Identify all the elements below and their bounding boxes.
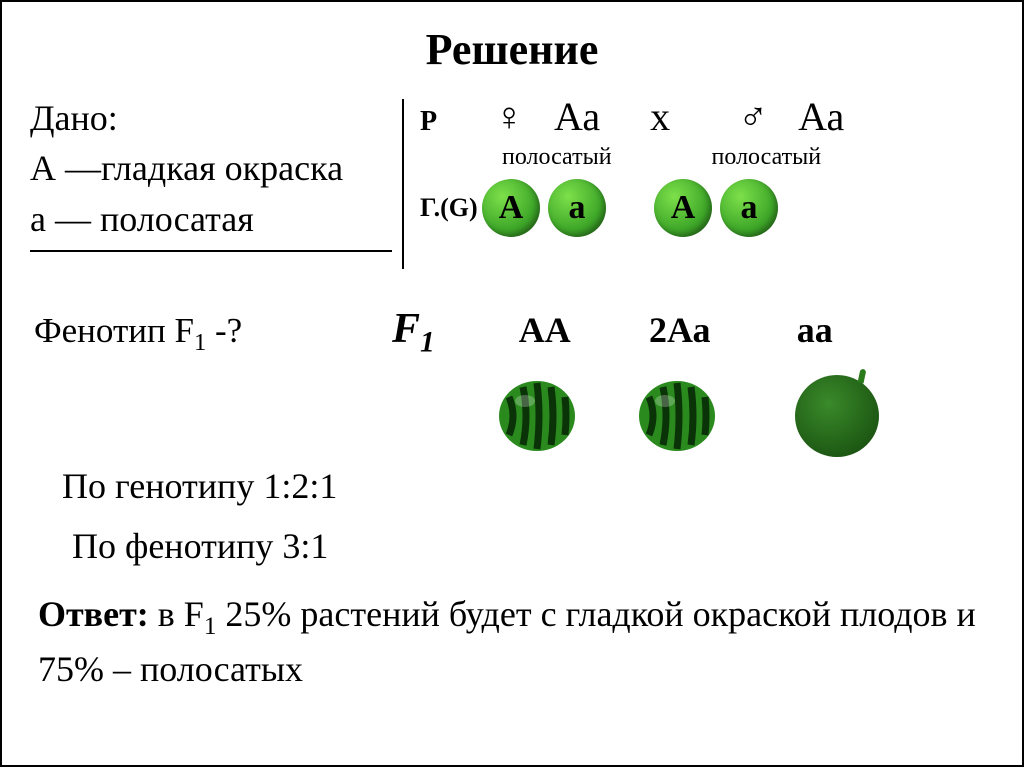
watermelon-striped-icon bbox=[497, 379, 577, 453]
parent-cross-text: ♀ Аа х ♂ Аа bbox=[460, 93, 844, 140]
given-block: Дано: А —гладкая окраска а — полосатая bbox=[30, 93, 410, 252]
ratio-genotype: По генотипу 1:2:1 bbox=[62, 465, 337, 507]
f1-label-prefix: F bbox=[392, 306, 420, 352]
f1-block: F1 АА 2Аа аа bbox=[392, 305, 875, 359]
vertical-divider bbox=[402, 99, 404, 269]
cross-symbol: х bbox=[650, 94, 670, 139]
male-symbol: ♂ bbox=[738, 94, 768, 139]
phenotype-icons bbox=[497, 375, 879, 457]
male-phenotype: полосатый bbox=[712, 144, 822, 171]
gamete-label: Г.(G) bbox=[420, 193, 482, 223]
parent-phenotype-row: полосатый полосатый bbox=[420, 144, 1000, 171]
answer-block: Ответ: в F1 25% растений будет с гладкой… bbox=[38, 589, 988, 695]
question-prefix: Фенотип F bbox=[34, 311, 194, 350]
given-header: Дано: bbox=[30, 93, 410, 143]
question-row: Фенотип F1 -? bbox=[34, 311, 242, 357]
f1-genotype-1: АА bbox=[485, 309, 605, 351]
gamete-row: Г.(G) А а А а bbox=[420, 179, 1000, 237]
f1-genotype-2: 2Аа bbox=[605, 309, 755, 351]
gamete-female-A: А bbox=[482, 179, 540, 237]
female-phenotype: полосатый bbox=[502, 144, 612, 171]
cross-block: Р ♀ Аа х ♂ Аа полосатый полосатый Г.(G) … bbox=[420, 93, 1000, 237]
watermelon-striped-icon bbox=[637, 379, 717, 453]
f1-label-sub: 1 bbox=[420, 326, 435, 358]
gamete-female-a: а bbox=[548, 179, 606, 237]
parent-row: Р ♀ Аа х ♂ Аа bbox=[420, 93, 1000, 140]
f1-genotype-3: аа bbox=[755, 309, 875, 351]
gamete-male-A: А bbox=[654, 179, 712, 237]
male-genotype: Аа bbox=[798, 94, 844, 139]
female-genotype: Аа bbox=[554, 94, 600, 139]
allele-dominant: А —гладкая окраска bbox=[30, 143, 410, 193]
answer-prefix: в F bbox=[149, 594, 204, 634]
watermelon-plain-icon bbox=[795, 375, 879, 457]
slide-title: Решение bbox=[2, 24, 1022, 75]
female-symbol: ♀ bbox=[494, 94, 524, 139]
p-label: Р bbox=[420, 106, 460, 138]
gamete-male-a: а bbox=[720, 179, 778, 237]
f1-label: F1 bbox=[392, 305, 435, 359]
given-divider bbox=[30, 250, 392, 252]
answer-sub: 1 bbox=[204, 613, 217, 640]
ratio-phenotype: По фенотипу 3:1 bbox=[72, 525, 328, 567]
answer-label: Ответ: bbox=[38, 594, 149, 634]
question-sub: 1 bbox=[194, 329, 206, 356]
allele-recessive: а — полосатая bbox=[30, 194, 410, 244]
question-suffix: -? bbox=[206, 311, 242, 350]
